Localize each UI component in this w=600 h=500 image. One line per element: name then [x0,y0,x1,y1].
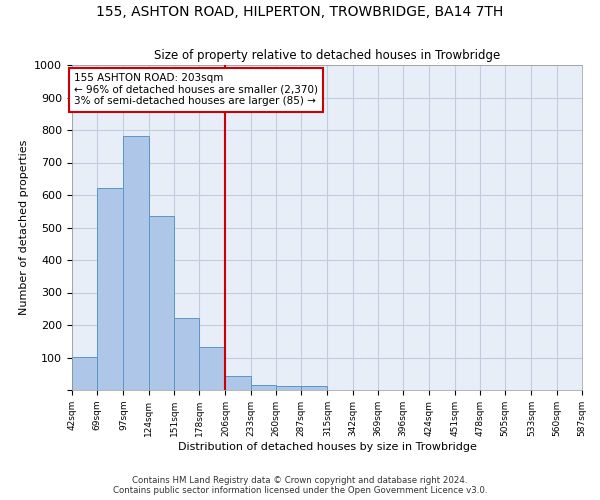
Bar [199,347,226,390]
Bar [251,385,276,390]
Bar [97,188,124,390]
Bar [276,386,301,390]
Text: 155 ASHTON ROAD: 203sqm
← 96% of detached houses are smaller (2,370)
3% of semi-: 155 ASHTON ROAD: 203sqm ← 96% of detache… [74,73,318,106]
Bar [226,376,251,390]
Bar [124,136,149,390]
Bar [149,216,174,390]
X-axis label: Distribution of detached houses by size in Trowbridge: Distribution of detached houses by size … [178,442,476,452]
Title: Size of property relative to detached houses in Trowbridge: Size of property relative to detached ho… [154,50,500,62]
Bar [174,318,199,390]
Text: 155, ASHTON ROAD, HILPERTON, TROWBRIDGE, BA14 7TH: 155, ASHTON ROAD, HILPERTON, TROWBRIDGE,… [97,5,503,19]
Bar [72,356,97,390]
Bar [301,386,328,390]
Text: Contains HM Land Registry data © Crown copyright and database right 2024.
Contai: Contains HM Land Registry data © Crown c… [113,476,487,495]
Y-axis label: Number of detached properties: Number of detached properties [19,140,29,315]
